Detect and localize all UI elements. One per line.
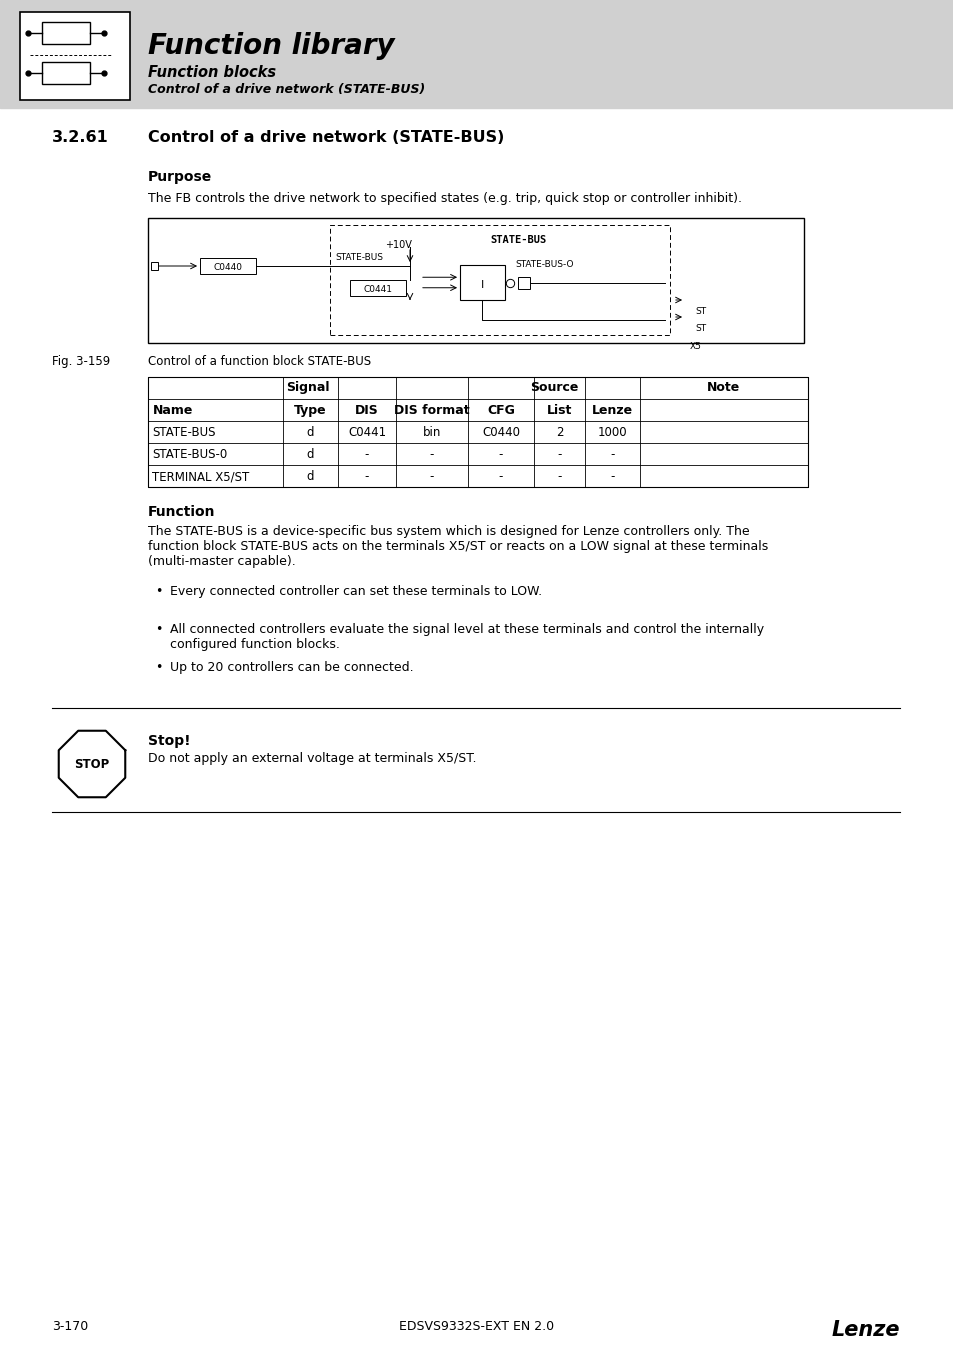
Text: STOP: STOP xyxy=(74,757,110,771)
Text: Source: Source xyxy=(529,381,578,394)
Bar xyxy=(148,217,803,343)
Text: -: - xyxy=(498,470,502,483)
Bar xyxy=(42,22,90,45)
Bar xyxy=(330,225,669,335)
Polygon shape xyxy=(59,730,125,798)
Text: function block STATE-BUS acts on the terminals X5/ST or reacts on a LOW signal a: function block STATE-BUS acts on the ter… xyxy=(148,540,767,553)
Text: C0440: C0440 xyxy=(213,262,242,271)
Bar xyxy=(200,258,255,274)
Bar xyxy=(148,377,807,487)
Text: Function library: Function library xyxy=(148,32,395,59)
Text: Purpose: Purpose xyxy=(148,170,212,184)
Text: Function: Function xyxy=(148,505,215,518)
Text: -: - xyxy=(557,470,561,483)
Text: C0440: C0440 xyxy=(481,427,519,439)
Text: +10V: +10V xyxy=(385,240,412,250)
Text: Control of a drive network (STATE-BUS): Control of a drive network (STATE-BUS) xyxy=(148,82,425,96)
Text: -: - xyxy=(430,470,434,483)
Text: 3-170: 3-170 xyxy=(52,1320,89,1332)
Text: (multi-master capable).: (multi-master capable). xyxy=(148,555,295,568)
Text: EDSVS9332S-EXT EN 2.0: EDSVS9332S-EXT EN 2.0 xyxy=(399,1320,554,1332)
Text: CFG: CFG xyxy=(487,404,515,417)
Text: bin: bin xyxy=(422,427,440,439)
Text: -: - xyxy=(610,448,614,460)
Text: STATE-BUS: STATE-BUS xyxy=(152,427,215,439)
Text: d: d xyxy=(307,427,314,439)
Text: 3.2.61: 3.2.61 xyxy=(52,130,109,144)
Bar xyxy=(151,262,158,270)
Text: -: - xyxy=(610,470,614,483)
Text: Signal: Signal xyxy=(286,381,330,394)
Text: List: List xyxy=(546,404,572,417)
Text: -: - xyxy=(364,448,369,460)
Text: -: - xyxy=(430,448,434,460)
Bar xyxy=(20,12,130,100)
Text: Up to 20 controllers can be connected.: Up to 20 controllers can be connected. xyxy=(170,662,414,674)
Text: Control of a function block STATE-BUS: Control of a function block STATE-BUS xyxy=(148,355,371,369)
Text: DIS format: DIS format xyxy=(394,404,469,417)
Text: C0441: C0441 xyxy=(363,285,392,293)
Text: •: • xyxy=(154,662,162,674)
Text: TERMINAL X5/ST: TERMINAL X5/ST xyxy=(152,470,249,483)
Bar xyxy=(459,265,504,300)
Text: STATE-BUS: STATE-BUS xyxy=(490,235,546,244)
Bar xyxy=(0,0,953,108)
Text: X5: X5 xyxy=(689,342,701,351)
Text: -: - xyxy=(557,448,561,460)
Text: Fig. 3-159: Fig. 3-159 xyxy=(52,355,111,369)
Text: Lenze: Lenze xyxy=(591,404,633,417)
Text: The FB controls the drive network to specified states (e.g. trip, quick stop or : The FB controls the drive network to spe… xyxy=(148,192,741,205)
Text: STATE-BUS-0: STATE-BUS-0 xyxy=(152,448,227,460)
Text: Do not apply an external voltage at terminals X5/ST.: Do not apply an external voltage at term… xyxy=(148,752,476,765)
Text: configured function blocks.: configured function blocks. xyxy=(170,639,339,651)
Bar xyxy=(517,277,530,289)
Text: -: - xyxy=(498,448,502,460)
Text: ST: ST xyxy=(695,306,705,316)
Text: Note: Note xyxy=(706,381,740,394)
Text: d: d xyxy=(307,470,314,483)
Text: •: • xyxy=(154,585,162,598)
Bar xyxy=(42,62,90,84)
Text: Lenze: Lenze xyxy=(831,1320,899,1341)
Text: Stop!: Stop! xyxy=(148,734,191,748)
Text: Function blocks: Function blocks xyxy=(148,65,275,80)
Bar xyxy=(350,279,406,296)
Text: STATE-BUS: STATE-BUS xyxy=(335,252,382,262)
Text: •: • xyxy=(154,622,162,636)
Text: 2: 2 xyxy=(556,427,562,439)
Text: C0441: C0441 xyxy=(348,427,386,439)
Text: Type: Type xyxy=(294,404,327,417)
Text: Control of a drive network (STATE-BUS): Control of a drive network (STATE-BUS) xyxy=(148,130,504,144)
Text: DIS: DIS xyxy=(355,404,378,417)
Text: All connected controllers evaluate the signal level at these terminals and contr: All connected controllers evaluate the s… xyxy=(170,622,763,636)
Text: 1000: 1000 xyxy=(598,427,627,439)
Text: STATE-BUS-O: STATE-BUS-O xyxy=(515,261,573,269)
Text: d: d xyxy=(307,448,314,460)
Text: -: - xyxy=(364,470,369,483)
Text: I: I xyxy=(480,279,483,289)
Text: The STATE-BUS is a device-specific bus system which is designed for Lenze contro: The STATE-BUS is a device-specific bus s… xyxy=(148,525,749,539)
Text: ST: ST xyxy=(695,324,705,333)
Text: Name: Name xyxy=(152,404,193,417)
Text: Every connected controller can set these terminals to LOW.: Every connected controller can set these… xyxy=(170,585,541,598)
